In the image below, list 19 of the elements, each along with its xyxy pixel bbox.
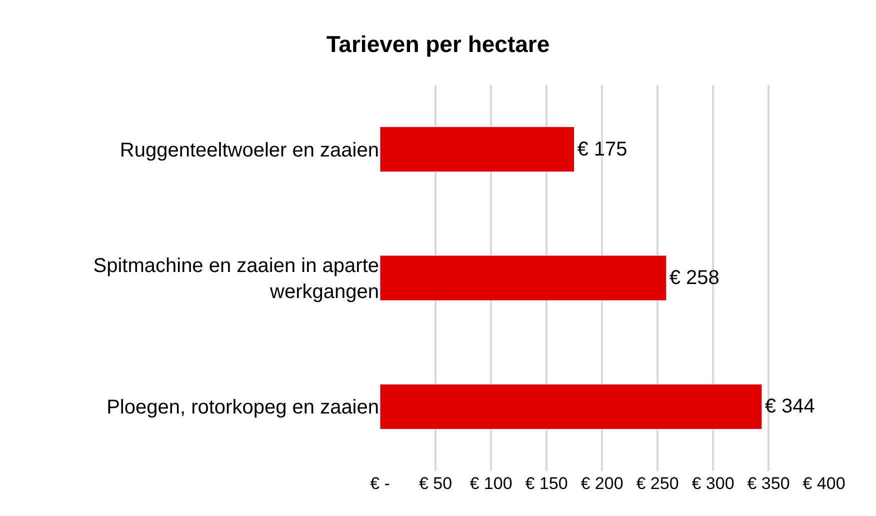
x-tick-label: € 150 bbox=[525, 474, 568, 493]
x-tick-label: € 50 bbox=[418, 474, 452, 493]
x-tick-label: € 350 bbox=[747, 474, 790, 493]
data-label: € 258 bbox=[669, 267, 720, 289]
data-label: € 344 bbox=[764, 396, 815, 418]
y-tick-label: Ruggenteeltwoeler en zaaien bbox=[120, 139, 379, 162]
bar bbox=[380, 255, 667, 301]
x-tick-label: € 300 bbox=[692, 474, 734, 493]
x-tick-label: € - bbox=[370, 474, 390, 493]
data-label: € 175 bbox=[577, 138, 628, 160]
x-tick-label: € 400 bbox=[802, 474, 846, 493]
bar bbox=[380, 384, 762, 430]
y-tick-label: Spitmachine en zaaien in aparte werkgangen bbox=[93, 255, 379, 303]
y-tick-label: Ploegen, rotorkopeg en zaaien bbox=[106, 396, 379, 419]
x-tick-label: € 200 bbox=[580, 474, 624, 493]
x-tick-label: € 100 bbox=[470, 474, 512, 493]
x-tick-label: € 250 bbox=[636, 474, 679, 493]
bar bbox=[380, 126, 574, 172]
chart-title: Tarieven per hectare bbox=[326, 31, 550, 58]
